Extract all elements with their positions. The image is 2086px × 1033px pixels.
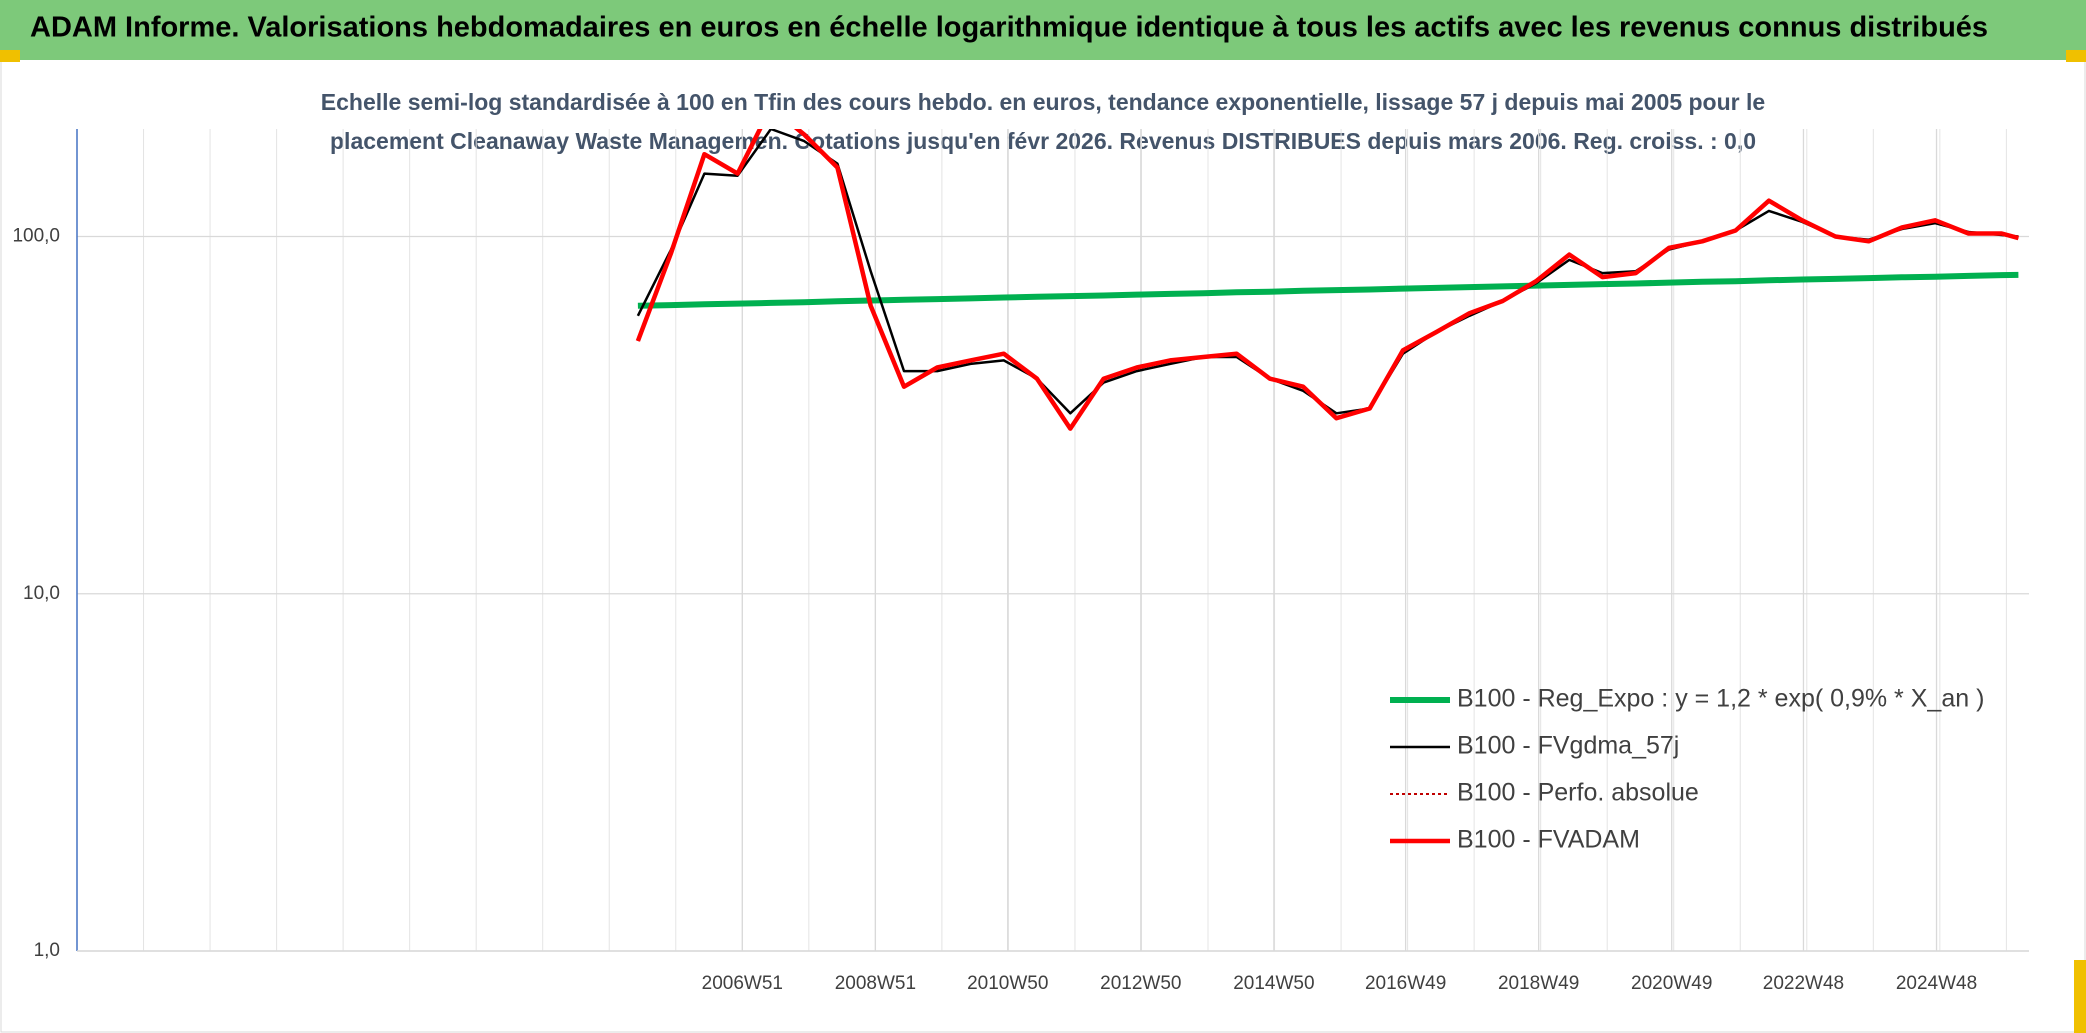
legend-label: B100 - Perfo. absolue xyxy=(1457,779,1699,807)
subtitle: placement Cleanaway Waste Managemen. Cot… xyxy=(330,128,1756,154)
x-tick-label: 2008W51 xyxy=(835,973,916,994)
corner xyxy=(2066,50,2086,62)
corner xyxy=(2074,960,2086,1033)
x-tick-label: 2018W49 xyxy=(1498,973,1579,994)
y-tick-label: 1,0 xyxy=(34,940,60,961)
legend-label: B100 - FVADAM xyxy=(1457,826,1640,854)
plot xyxy=(635,129,2019,431)
corner xyxy=(0,50,20,62)
x-tick-label: 2024W48 xyxy=(1896,973,1977,994)
legend-label: B100 - FVgdma_57j xyxy=(1457,732,1679,760)
x-tick-label: 2012W50 xyxy=(1100,973,1181,994)
x-tick-label: 2014W50 xyxy=(1233,973,1314,994)
chart-title: ADAM Informe. Valorisations hebdomadaire… xyxy=(30,12,1988,44)
x-tick-label: 2016W49 xyxy=(1365,973,1446,994)
title-bar xyxy=(0,0,2086,60)
legend-label: B100 - Reg_Expo : y = 1,2 * exp( 0,9% * … xyxy=(1457,685,1984,713)
x-tick-label: 2010W50 xyxy=(967,973,1048,994)
subtitle: Echelle semi-log standardisée à 100 en T… xyxy=(321,89,1765,115)
x-tick-label: 2022W48 xyxy=(1763,973,1844,994)
x-tick-label: 2020W49 xyxy=(1631,973,1712,994)
series-line xyxy=(635,129,2019,431)
y-tick-label: 100,0 xyxy=(12,226,60,247)
x-tick-label: 2006W51 xyxy=(702,973,783,994)
y-tick-label: 10,0 xyxy=(23,583,60,604)
